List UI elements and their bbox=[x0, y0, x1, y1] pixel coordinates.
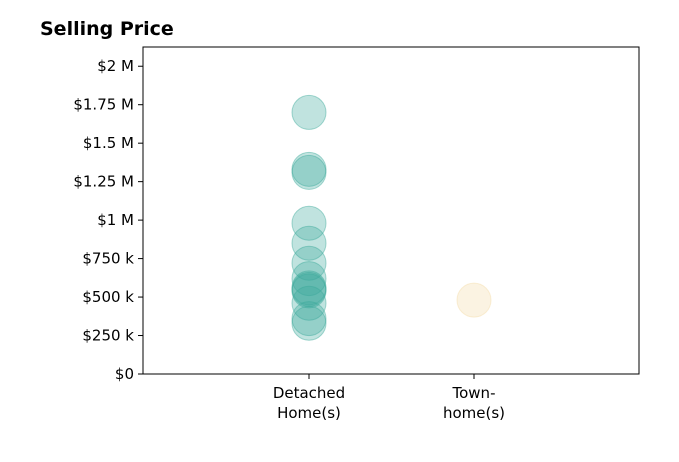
y-tick-label: $750 k bbox=[82, 250, 134, 268]
x-tick-label: Home(s) bbox=[277, 404, 341, 422]
data-point bbox=[291, 151, 327, 187]
y-axis: $0 $250 k $500 k $750 k $1 M $1.25 M $1.5 M $1.… bbox=[73, 57, 143, 383]
data-points bbox=[291, 94, 492, 341]
data-point bbox=[291, 270, 327, 306]
data-point bbox=[291, 225, 327, 261]
x-tick-label: Detached bbox=[273, 384, 345, 402]
data-point bbox=[291, 285, 327, 321]
chart-title: Selling Price bbox=[40, 18, 174, 40]
data-point bbox=[291, 301, 327, 337]
y-tick-label: $500 k bbox=[82, 288, 134, 306]
y-tick-label: $1.25 M bbox=[73, 173, 134, 191]
data-point bbox=[456, 282, 492, 318]
data-point bbox=[291, 94, 327, 130]
x-tick-label: home(s) bbox=[443, 404, 505, 422]
y-tick-label: $250 k bbox=[82, 327, 134, 345]
data-point bbox=[291, 205, 327, 241]
data-point bbox=[291, 261, 327, 297]
data-point bbox=[291, 271, 327, 307]
data-point bbox=[291, 305, 327, 341]
plot-area bbox=[142, 46, 640, 375]
y-tick-label: $1.5 M bbox=[83, 134, 134, 152]
data-point bbox=[291, 273, 327, 309]
y-tick-label: $0 bbox=[115, 365, 134, 383]
y-tick-label: $2 M bbox=[97, 57, 134, 75]
x-axis: Detached Home(s) Town-home(s) bbox=[273, 374, 505, 422]
y-tick-label: $1.75 M bbox=[73, 96, 134, 114]
data-point bbox=[291, 245, 327, 281]
y-tick-label: $1 M bbox=[97, 211, 134, 229]
x-tick-label: Town- bbox=[452, 384, 496, 402]
data-point bbox=[291, 154, 327, 190]
